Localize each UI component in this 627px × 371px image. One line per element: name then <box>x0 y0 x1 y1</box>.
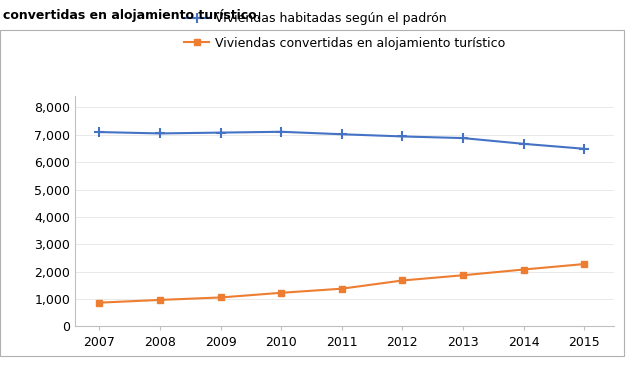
Viviendas habitadas según el padrón <box>156 131 164 136</box>
Viviendas convertidas en alojamiento turístico <box>278 290 285 295</box>
Viviendas convertidas en alojamiento turístico <box>520 267 527 272</box>
Viviendas habitadas según el padrón <box>581 147 588 151</box>
Viviendas habitadas según el padrón <box>459 136 466 140</box>
Viviendas convertidas en alojamiento turístico <box>581 262 588 266</box>
Viviendas habitadas según el padrón <box>217 130 224 135</box>
Text: convertidas en alojamiento turístico.: convertidas en alojamiento turístico. <box>3 9 261 22</box>
Viviendas convertidas en alojamiento turístico <box>96 301 103 305</box>
Line: Viviendas convertidas en alojamiento turístico: Viviendas convertidas en alojamiento tur… <box>97 261 587 305</box>
Viviendas convertidas en alojamiento turístico <box>156 298 164 302</box>
Viviendas convertidas en alojamiento turístico <box>399 278 406 283</box>
Viviendas habitadas según el padrón <box>278 129 285 134</box>
Viviendas habitadas según el padrón <box>338 132 345 137</box>
Viviendas habitadas según el padrón <box>399 134 406 139</box>
Viviendas convertidas en alojamiento turístico <box>338 286 345 291</box>
Viviendas convertidas en alojamiento turístico <box>217 295 224 300</box>
Legend: Viviendas habitadas según el padrón, Viviendas convertidas en alojamiento turíst: Viviendas habitadas según el padrón, Viv… <box>178 6 512 56</box>
Line: Viviendas habitadas según el padrón: Viviendas habitadas según el padrón <box>95 127 589 154</box>
Viviendas habitadas según el padrón <box>520 142 527 146</box>
Viviendas convertidas en alojamiento turístico <box>459 273 466 278</box>
Viviendas habitadas según el padrón <box>96 130 103 134</box>
